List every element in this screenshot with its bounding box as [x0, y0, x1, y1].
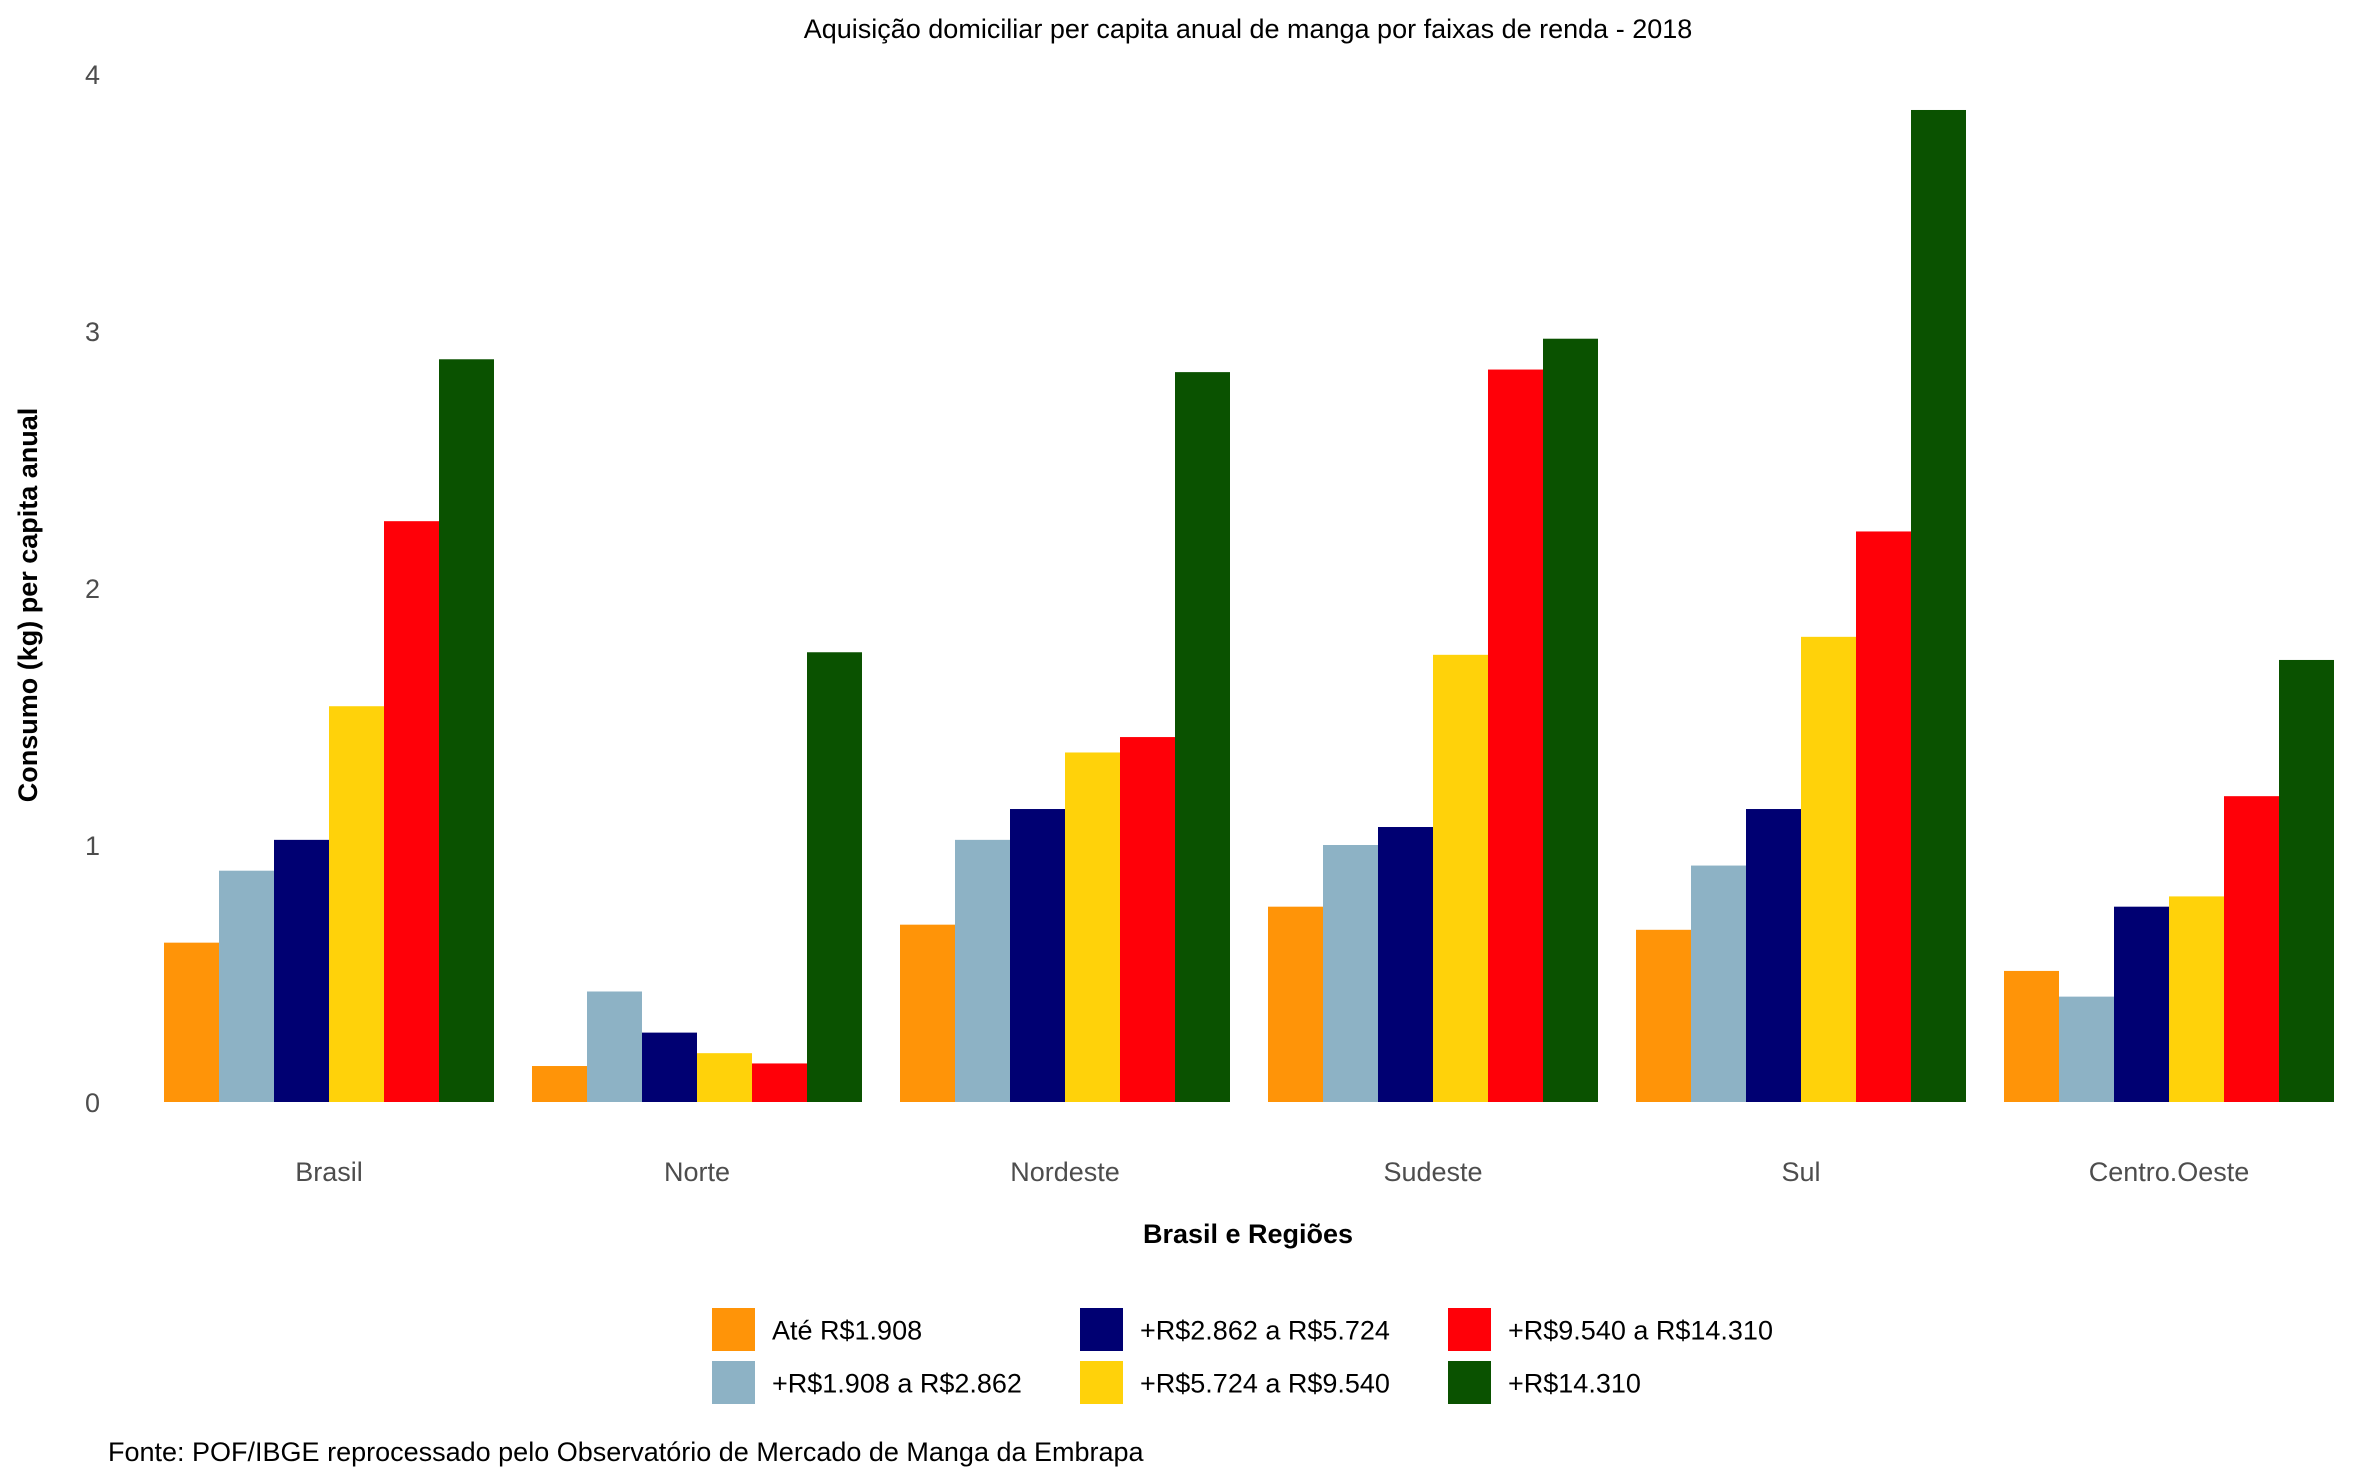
legend-swatch: [1448, 1308, 1491, 1351]
bar: [697, 1053, 752, 1102]
bar: [164, 942, 219, 1102]
bar: [1323, 845, 1378, 1102]
bar: [2169, 896, 2224, 1102]
bar: [1175, 372, 1230, 1102]
x-tick-label: Sul: [1781, 1157, 1820, 1187]
legend-swatch: [712, 1308, 755, 1351]
bar: [2114, 906, 2169, 1102]
legend-label: +R$2.862 a R$5.724: [1140, 1316, 1390, 1346]
legend-swatch: [1448, 1361, 1491, 1404]
bar: [2224, 796, 2279, 1102]
x-tick-label: Centro.Oeste: [2089, 1157, 2250, 1187]
x-tick-label: Nordeste: [1010, 1157, 1120, 1187]
bar: [900, 924, 955, 1102]
bar: [1801, 636, 1856, 1102]
bar: [2279, 659, 2334, 1102]
bars-group: [164, 109, 2334, 1103]
legend: Até R$1.908 +R$1.908 a R$2.862 +R$2.862 a …: [712, 1308, 1773, 1404]
y-tick-label: 4: [85, 60, 100, 90]
legend-label: +R$5.724 a R$9.540: [1140, 1369, 1390, 1399]
x-tick-label: Sudeste: [1383, 1157, 1482, 1187]
legend-swatch: [1080, 1361, 1123, 1404]
legend-label: +R$9.540 a R$14.310: [1508, 1316, 1773, 1346]
bar: [532, 1066, 587, 1102]
bar: [1378, 827, 1433, 1102]
legend-label: Até R$1.908: [772, 1316, 922, 1346]
bar: [384, 521, 439, 1102]
bar: [329, 706, 384, 1102]
bar: [1268, 906, 1323, 1102]
bar: [2059, 996, 2114, 1102]
bar: [1065, 752, 1120, 1102]
legend-label: +R$1.908 a R$2.862: [772, 1369, 1022, 1399]
bar: [2004, 970, 2059, 1102]
bar: [955, 839, 1010, 1102]
legend-label: +R$14.310: [1508, 1369, 1641, 1399]
bar: [642, 1032, 697, 1102]
y-tick-label: 3: [85, 317, 100, 347]
legend-swatch: [1080, 1308, 1123, 1351]
bar: [1543, 338, 1598, 1103]
y-axis-label: Consumo (kg) per capita anual: [13, 408, 43, 803]
bar: [752, 1063, 807, 1102]
bar: [1488, 369, 1543, 1102]
bar: [1120, 737, 1175, 1102]
bar: [1691, 865, 1746, 1102]
bar: [1746, 809, 1801, 1102]
x-axis-ticks: Brasil Norte Nordeste Sudeste Sul Centro.Oest…: [295, 1157, 2249, 1187]
x-tick-label: Brasil: [295, 1157, 363, 1187]
bar: [587, 991, 642, 1102]
x-tick-label: Norte: [664, 1157, 730, 1187]
x-axis-label: Brasil e Regiões: [1143, 1219, 1353, 1249]
y-tick-label: 0: [85, 1088, 100, 1118]
bar: [807, 652, 862, 1102]
legend-swatch: [712, 1361, 755, 1404]
bar: [1636, 929, 1691, 1102]
source-caption: Fonte: POF/IBGE reprocessado pelo Observ…: [108, 1437, 1145, 1467]
bar: [439, 359, 494, 1102]
bar: [1010, 809, 1065, 1102]
y-axis-ticks: 0 1 2 3 4: [85, 60, 100, 1118]
bar: [1856, 531, 1911, 1102]
bar: [219, 870, 274, 1102]
y-tick-label: 1: [85, 831, 100, 861]
bar: [274, 839, 329, 1102]
chart-title: Aquisição domiciliar per capita anual de…: [804, 14, 1693, 44]
bar: [1433, 654, 1488, 1102]
y-tick-label: 2: [85, 574, 100, 604]
bar: [1911, 109, 1966, 1103]
